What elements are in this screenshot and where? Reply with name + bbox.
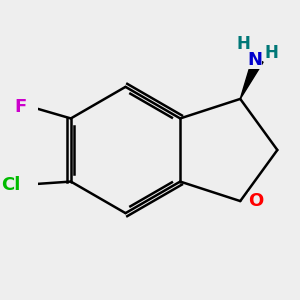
Text: H: H: [236, 35, 250, 53]
Polygon shape: [240, 57, 263, 99]
Text: Cl: Cl: [1, 176, 20, 194]
Text: O: O: [248, 192, 264, 210]
Text: H: H: [265, 44, 279, 62]
Text: N: N: [247, 51, 262, 69]
Text: F: F: [14, 98, 27, 116]
